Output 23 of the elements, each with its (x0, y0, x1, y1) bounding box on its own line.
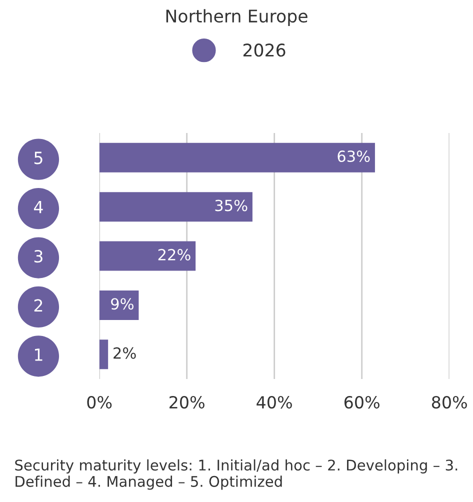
y-tick-label: 3 (34, 250, 42, 263)
data-label: 9% (111, 298, 134, 310)
data-label: 22% (158, 248, 190, 260)
bar (99, 192, 252, 222)
y-tick-label: 5 (34, 152, 42, 164)
bar (99, 142, 375, 172)
data-label: 63% (338, 150, 370, 162)
y-tick-label: 1 (35, 348, 42, 361)
chart-title: Northern Europe (166, 9, 308, 26)
text: Security maturity levels: 1. Initial/ad hoc – 2. Developing – 3. Defined – 4. Managed – 5. Optimized (15, 459, 458, 490)
bar (99, 241, 196, 271)
x-tick-label: 0% (87, 396, 112, 409)
legend-label: 2026 (243, 44, 286, 57)
x-tick-label: 60% (344, 396, 380, 409)
x-tick-label: 20% (170, 396, 204, 409)
x-tick-label: 40% (256, 396, 292, 409)
y-tick-label: 2 (34, 299, 42, 312)
y-tick-label: 4 (34, 201, 43, 214)
data-label: 35% (215, 200, 248, 212)
data-label: 2% (114, 347, 136, 359)
x-tick-label: 80% (432, 396, 467, 409)
bar (99, 340, 108, 370)
bar (99, 290, 139, 320)
